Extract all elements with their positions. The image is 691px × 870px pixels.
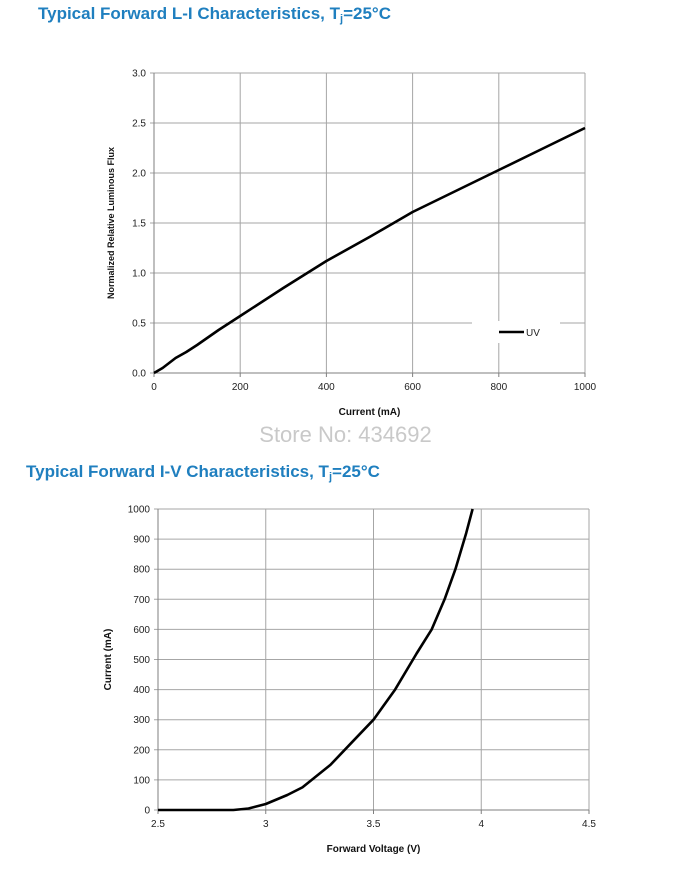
iv-y-tick-label-6: 600 <box>133 625 150 636</box>
li-x-tick-label-1: 200 <box>232 382 249 393</box>
iv-x-tick-label-0: 2.5 <box>151 819 165 830</box>
li-x-tick-label-3: 600 <box>404 382 421 393</box>
li-x-axis-label: Current (mA) <box>339 407 401 418</box>
title-iv-main: Typical Forward I-V Characteristics, T <box>26 462 329 481</box>
iv-y-tick-label-9: 900 <box>133 535 150 546</box>
li-series-line-0 <box>153 126 586 375</box>
li-y-tick-label-1: 0.5 <box>132 319 146 330</box>
li-x-tick-label-5: 1000 <box>574 382 597 393</box>
li-y-tick-label-3: 1.5 <box>132 219 146 230</box>
li-legend-label: UV <box>526 328 540 339</box>
title-iv-subscript: j <box>328 471 333 483</box>
iv-y-tick-label-2: 200 <box>133 745 150 756</box>
li-y-tick-label-6: 3.0 <box>132 69 146 80</box>
li-x-tick-label-2: 400 <box>318 382 335 393</box>
watermark: Store No: 434692 <box>259 422 432 447</box>
li-x-tick-label-4: 800 <box>490 382 507 393</box>
iv-y-tick-label-10: 1000 <box>128 505 151 516</box>
title-li-main: Typical Forward L-I Characteristics, T <box>38 4 340 23</box>
li-y-axis-label: Normalized Relative Luminous Flux <box>106 147 116 299</box>
iv-x-tick-label-2: 3.5 <box>367 819 381 830</box>
title-li-tail: =25°C <box>343 4 391 23</box>
title-li-subscript: j <box>340 13 344 25</box>
iv-x-tick-label-4: 4.5 <box>582 819 596 830</box>
li-y-tick-label-0: 0.0 <box>132 369 146 380</box>
chart-title-li: Typical Forward L-I Characteristics, Tj=… <box>38 4 391 25</box>
li-x-tick-label-0: 0 <box>151 382 157 393</box>
iv-y-tick-label-8: 800 <box>133 565 150 576</box>
iv-y-tick-label-3: 300 <box>133 715 150 726</box>
title-iv-tail: =25°C <box>332 462 380 481</box>
iv-series-line-0 <box>158 508 474 812</box>
chart-title-iv: Typical Forward I-V Characteristics, Tj=… <box>26 462 380 483</box>
iv-y-tick-label-1: 100 <box>133 775 150 786</box>
iv-y-tick-label-5: 500 <box>133 655 150 666</box>
iv-x-axis-label: Forward Voltage (V) <box>327 844 421 855</box>
iv-y-tick-label-7: 700 <box>133 595 150 606</box>
li-chart: 0 200 400 600 800 1000 0.0 0.5 1.0 1.5 2.0 2.5 3.0 Cu… <box>106 69 597 419</box>
iv-y-axis-label: Current (mA) <box>103 629 114 691</box>
iv-y-tick-label-0: 0 <box>144 806 150 817</box>
iv-y-tick-label-4: 400 <box>133 685 150 696</box>
iv-x-tick-label-3: 4 <box>478 819 484 830</box>
li-y-tick-label-4: 2.0 <box>132 169 146 180</box>
li-y-tick-label-5: 2.5 <box>132 119 146 130</box>
iv-x-tick-label-1: 3 <box>263 819 269 830</box>
li-y-tick-label-2: 1.0 <box>132 269 146 280</box>
